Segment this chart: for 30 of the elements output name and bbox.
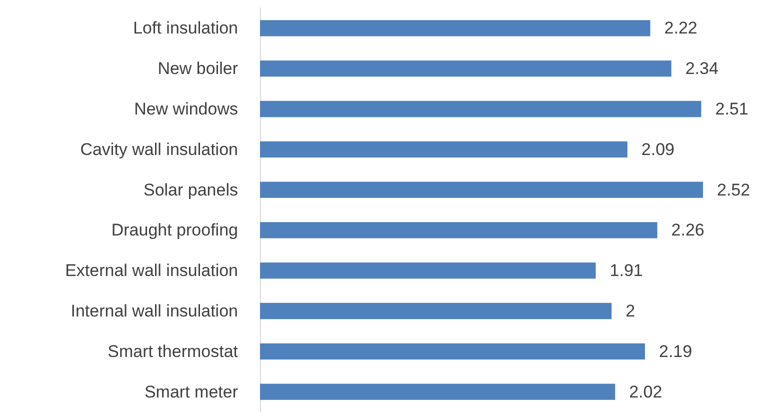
data-label: 2.26 (671, 220, 704, 240)
bar (260, 302, 612, 320)
bar (260, 141, 628, 158)
y-tick-label: External wall insulation (65, 261, 238, 280)
y-tick-label: Internal wall insulation (70, 302, 238, 320)
y-tick-label: Cavity wall insulation (80, 140, 238, 159)
y-tick-label: Smart meter (144, 382, 238, 402)
bar (260, 182, 703, 198)
data-label: 2.02 (629, 382, 662, 402)
y-tick-label: Draught proofing (111, 220, 238, 240)
data-label: 2.09 (641, 140, 674, 159)
bar (260, 262, 596, 279)
y-tick-label: New windows (134, 100, 238, 118)
data-label: 2.19 (658, 342, 692, 361)
data-label: 2.22 (664, 18, 698, 38)
bar (260, 60, 672, 77)
bar (260, 384, 616, 400)
y-tick-label: New boiler (158, 59, 238, 78)
data-label: 2.51 (715, 100, 748, 118)
data-label: 2 (626, 302, 636, 320)
bar (260, 100, 702, 118)
bar (260, 20, 650, 36)
y-tick-label: Loft insulation (133, 18, 238, 38)
y-tick-label: Smart thermostat (108, 342, 238, 361)
y-tick-label: Solar panels (143, 180, 238, 200)
bar (260, 343, 645, 360)
data-label: 2.34 (685, 59, 718, 78)
data-label: 2.52 (717, 180, 750, 200)
data-label: 1.91 (610, 261, 643, 280)
bar (260, 222, 658, 238)
